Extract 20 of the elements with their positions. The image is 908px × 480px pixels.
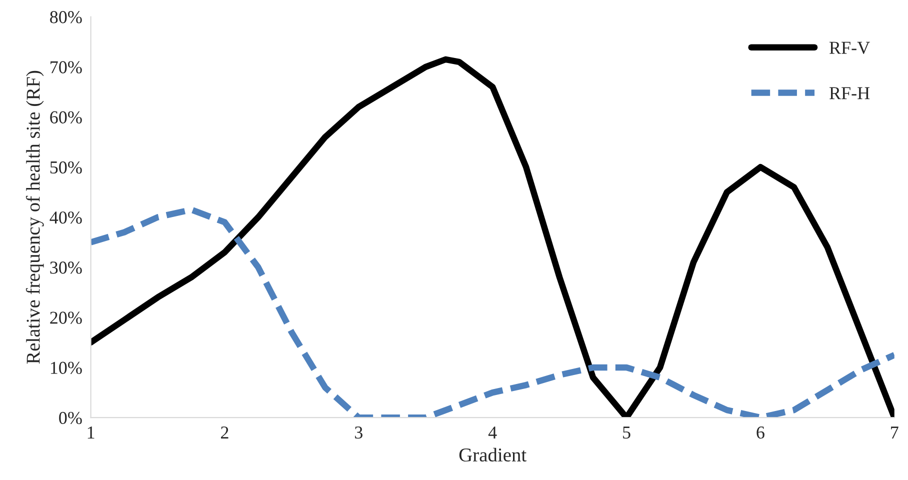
y-tick-label: 40% [50, 211, 82, 224]
x-tick-label: 5 [623, 426, 630, 439]
y-tick-label: 30% [50, 262, 82, 274]
y-tick-label: 70% [50, 61, 82, 74]
y-tick-label: 60% [50, 111, 82, 124]
x-tick-label: 6 [756, 426, 764, 439]
y-tick-label: 10% [50, 362, 82, 374]
x-tick-label: 7 [891, 426, 898, 438]
legend-label: RF-V [829, 42, 870, 54]
x-axis-title: Gradient [459, 448, 526, 462]
y-tick-label: 50% [50, 161, 82, 174]
x-tick-label: 3 [355, 426, 362, 439]
y-tick-label: 80% [50, 11, 82, 24]
x-tick-label: 1 [88, 426, 94, 438]
legend-label: RF-H [829, 87, 870, 100]
y-axis-title: Relative frequency of health site (RF) [26, 70, 44, 364]
x-tick-label: 4 [488, 426, 497, 438]
y-tick-label: 0% [59, 412, 82, 424]
x-tick-label: 2 [221, 426, 228, 438]
y-tick-label: 20% [50, 312, 82, 324]
